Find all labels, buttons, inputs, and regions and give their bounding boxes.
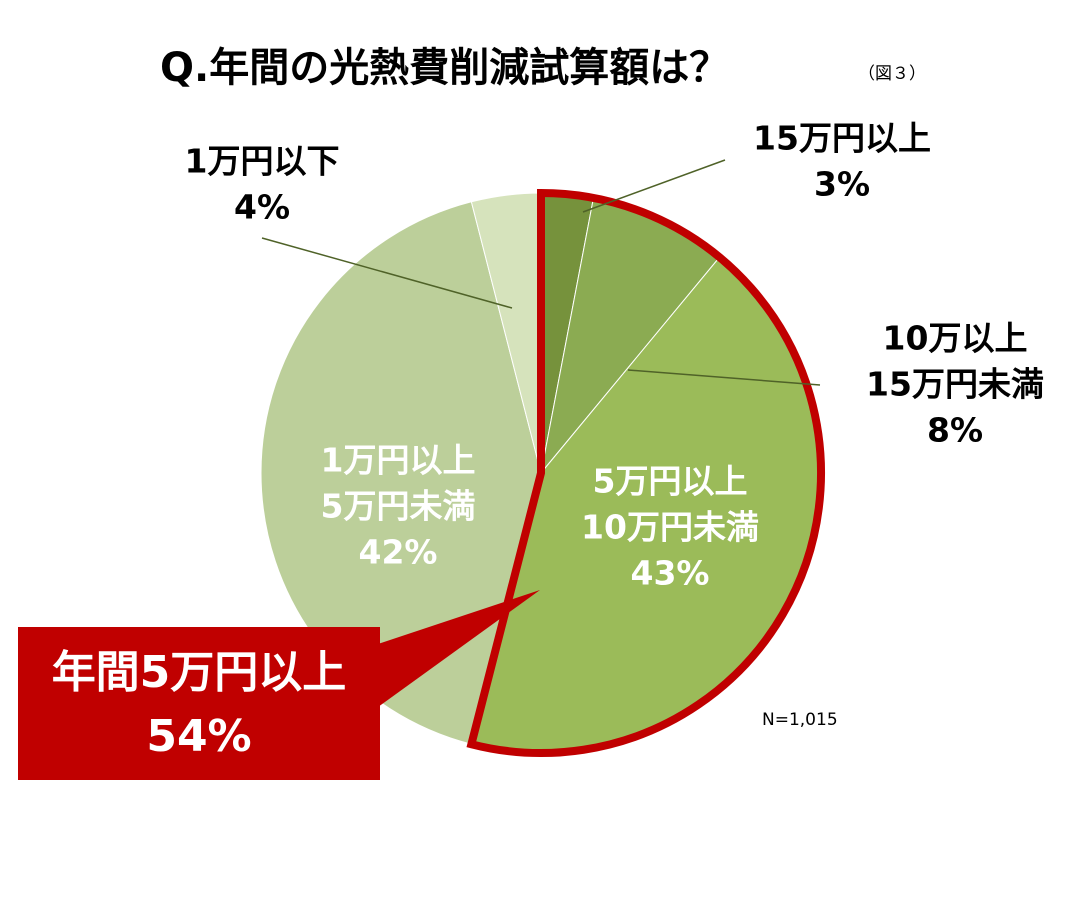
slice-label: 15万円以上 — [753, 119, 931, 158]
slice-label: 15万円未満 — [866, 365, 1044, 404]
slice-label: 1万円以下 — [185, 142, 340, 181]
slice-label: 5万円未満 — [321, 487, 476, 526]
slice-value-label: 8% — [927, 411, 983, 450]
slice-label: 10万円未満 — [581, 508, 759, 547]
leader-line — [261, 237, 513, 309]
slice-label: 5万円以上 — [593, 462, 748, 501]
callout-pointer — [360, 590, 540, 720]
callout-text: 54% — [146, 711, 251, 762]
slice-label: 10万以上 — [883, 319, 1028, 358]
callout-text: 年間5万円以上 — [52, 647, 347, 698]
slice-value-label: 4% — [234, 188, 290, 227]
callout-box — [18, 627, 380, 780]
highlight-outline — [466, 188, 825, 757]
slice-value-label: 3% — [814, 165, 870, 204]
chart-title: Q.年間の光熱費削減試算額は？ — [160, 45, 729, 91]
sample-note: N=1,015 — [762, 710, 838, 730]
chart-subtitle: （図３） — [858, 64, 926, 84]
slice-value-label: 42% — [359, 533, 438, 572]
leader-line — [627, 369, 821, 386]
slice-label: 1万円以上 — [321, 441, 476, 480]
leader-line — [582, 159, 726, 213]
slice-value-label: 43% — [631, 554, 710, 593]
